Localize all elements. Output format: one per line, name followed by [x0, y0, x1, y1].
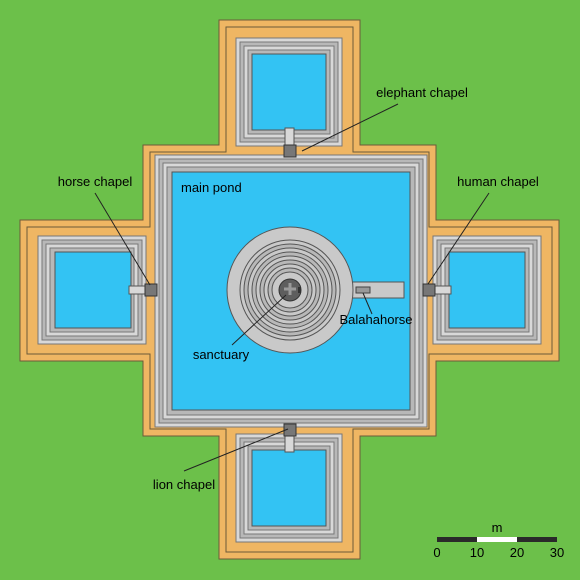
lion-chapel-label: lion chapel — [153, 477, 215, 492]
sanctuary-entry — [298, 287, 301, 293]
west-pond-water — [54, 251, 132, 329]
scale-seg-3 — [517, 537, 557, 542]
main-pond-label: main pond — [181, 180, 242, 195]
scale-tick-10: 10 — [470, 545, 484, 560]
human-chapel-label: human chapel — [457, 174, 539, 189]
north-pond-water — [251, 53, 327, 131]
cross-terrace-inner-line — [26, 26, 553, 553]
balahahorse-statue — [355, 286, 371, 294]
east-pond — [432, 235, 542, 345]
south-pond — [235, 433, 343, 543]
north-pond — [235, 37, 343, 147]
north-pond-channel — [284, 127, 295, 147]
sanctuary-leader — [231, 294, 287, 346]
central-island — [226, 226, 354, 354]
lion-chapel-block — [283, 423, 297, 437]
scale-tick-0: 0 — [433, 545, 440, 560]
sanctuary-label: sanctuary — [193, 347, 250, 362]
scale-seg-1 — [437, 537, 477, 542]
west-pond-channel — [128, 285, 148, 295]
horse-chapel-block — [144, 283, 158, 297]
scale-tick-30: 30 — [550, 545, 564, 560]
elephant-chapel-label: elephant chapel — [376, 85, 468, 100]
scale-bar: m 0 10 20 30 — [433, 520, 564, 560]
human-chapel-leader — [427, 192, 490, 285]
elephant-chapel-block — [283, 144, 297, 158]
lion-chapel-leader — [183, 428, 289, 472]
human-chapel-block — [422, 283, 436, 297]
west-pond — [37, 235, 148, 345]
east-pond-channel — [432, 285, 452, 295]
east-pond-water — [448, 251, 526, 329]
sanctuary-cross-icon — [284, 283, 296, 295]
elephant-chapel-leader — [301, 103, 399, 152]
scale-tick-20: 20 — [510, 545, 524, 560]
horse-chapel-label: horse chapel — [58, 174, 133, 189]
horse-chapel-leader — [94, 192, 151, 286]
balahahorse-leader — [362, 292, 373, 315]
balahahorse-label: Balahahorse — [340, 312, 413, 327]
south-pond-water — [251, 449, 327, 527]
scale-seg-2 — [477, 537, 517, 542]
south-pond-channel — [284, 433, 295, 453]
scale-unit: m — [492, 520, 503, 535]
